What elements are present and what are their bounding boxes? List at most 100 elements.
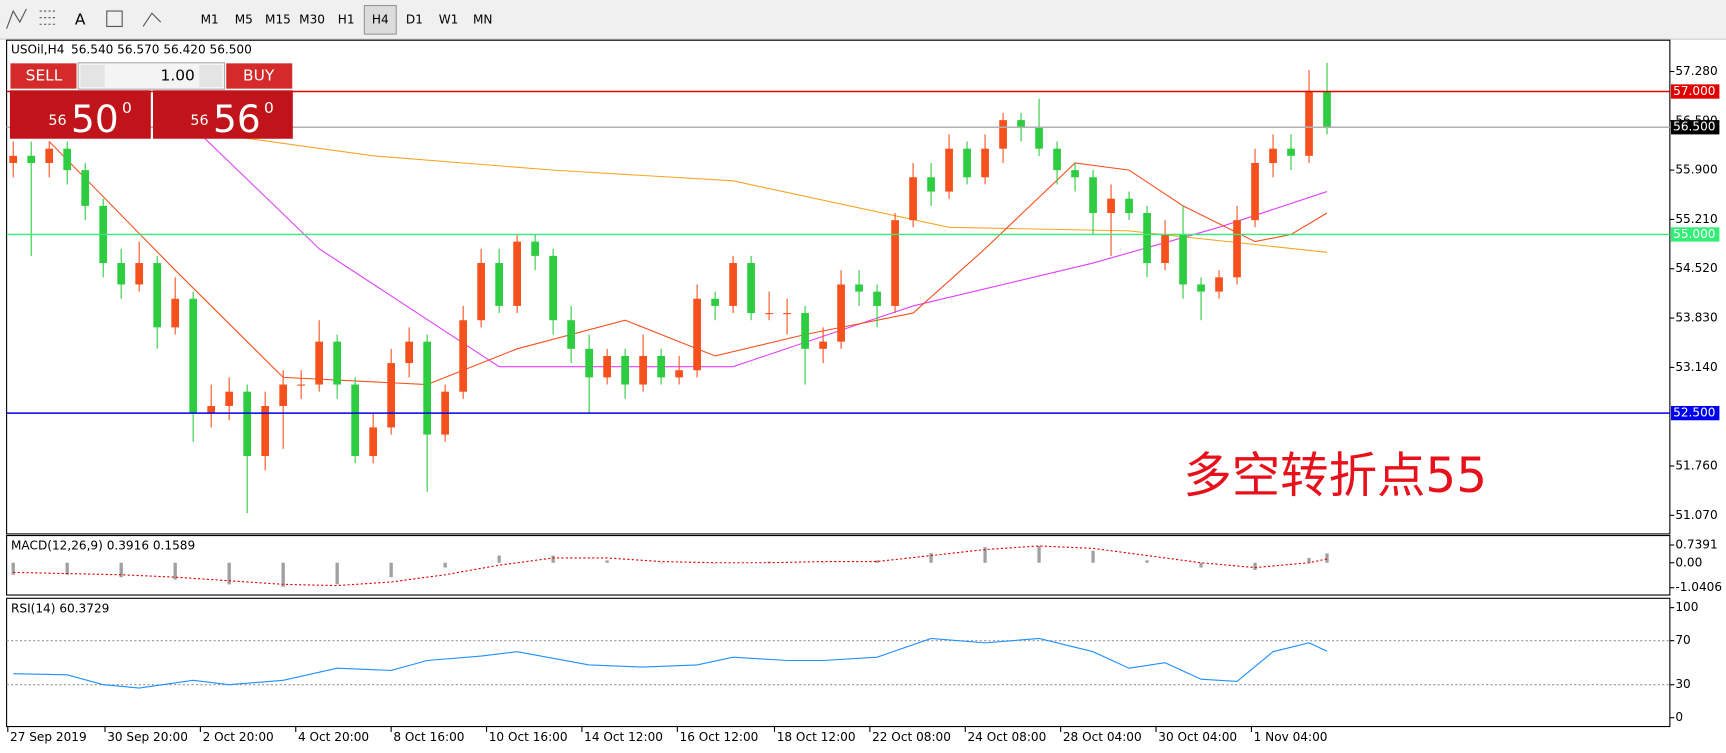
volume-down[interactable]	[80, 64, 105, 87]
candle-body	[585, 348, 593, 378]
buy-button[interactable]	[225, 62, 294, 90]
candle-body	[135, 263, 144, 285]
volume-up[interactable]	[199, 64, 223, 87]
candle-body	[1305, 91, 1313, 156]
price-main: 56	[213, 97, 261, 141]
y-tick-label: 30	[1675, 677, 1690, 691]
buy-price[interactable]: 56 56 0	[190, 97, 273, 141]
price-level-label: 52.500	[1673, 406, 1715, 420]
tool-icon[interactable]	[106, 10, 123, 28]
candle-body	[1089, 177, 1097, 214]
sell-button[interactable]	[9, 62, 78, 90]
candle-body	[369, 427, 378, 457]
candle-body	[765, 313, 773, 315]
macd-bar	[443, 562, 447, 568]
buy-price-box[interactable]	[153, 90, 293, 139]
main-frame	[6, 39, 1671, 535]
timeframe-button[interactable]: M1	[201, 12, 219, 26]
y-tick-label: 57.280	[1675, 64, 1717, 78]
candle-body	[927, 177, 935, 192]
timeframe-button[interactable]: D1	[406, 12, 423, 26]
candle-body	[189, 298, 198, 414]
tool-icon[interactable]	[6, 8, 27, 29]
timeframe-active	[363, 4, 397, 35]
candle-body	[315, 341, 324, 385]
annotation: 多空转折点55	[1183, 448, 1487, 504]
candle-body	[621, 355, 629, 385]
timeframe-button[interactable]: H4	[372, 12, 389, 26]
macd-bar	[929, 553, 933, 563]
sell-label[interactable]: SELL	[26, 66, 63, 84]
macd-bar	[335, 562, 339, 585]
timeframe-button[interactable]: W1	[439, 12, 459, 26]
candle-body	[1143, 213, 1151, 264]
macd-bar	[1145, 560, 1149, 563]
timeframe-button[interactable]: M15	[265, 12, 291, 26]
x-tick-label: 22 Oct 08:00	[872, 730, 951, 744]
candle-body	[477, 263, 485, 321]
timeframe-button[interactable]: MN	[473, 12, 492, 26]
timeframe-button[interactable]: M30	[299, 12, 325, 26]
price-level-label: 57.000	[1673, 84, 1715, 98]
candle-body	[675, 370, 683, 378]
candle-body	[891, 220, 899, 306]
toolbar	[0, 0, 1726, 40]
x-tick-label: 30 Sep 20:00	[107, 730, 188, 744]
price-main: 50	[71, 97, 119, 141]
candle-body	[1251, 162, 1259, 221]
candle-body	[1269, 148, 1277, 163]
sell-price[interactable]: 56 50 0	[48, 97, 131, 141]
candle-body	[549, 255, 557, 321]
candle-body	[801, 313, 809, 349]
macd-bar	[119, 562, 123, 578]
candle-body	[963, 148, 971, 178]
x-tick-label: 30 Oct 04:00	[1158, 730, 1237, 744]
candle-body	[819, 341, 827, 349]
candle-body	[603, 355, 611, 378]
candle-body	[297, 384, 306, 386]
candle-body	[153, 263, 162, 328]
macd-bar	[1091, 550, 1095, 563]
timeframes: M1 M5 M15 M30 H1 H4 D1 W1 MN	[201, 4, 492, 35]
y-tick-label: 0.7391	[1675, 538, 1717, 552]
candle-body	[45, 148, 54, 163]
price-level-box	[1670, 227, 1720, 242]
x-tick-label: 28 Oct 04:00	[1063, 730, 1142, 744]
buy-label[interactable]: BUY	[243, 66, 275, 84]
candle-body	[837, 284, 845, 342]
candle-body	[693, 298, 701, 371]
macd-bar	[713, 562, 717, 564]
candle-body	[981, 148, 989, 178]
y-tick-label: 54.520	[1675, 261, 1717, 275]
x-tick-label: 1 Nov 04:00	[1254, 730, 1328, 744]
candle-body	[783, 313, 791, 315]
candle-body	[729, 263, 737, 306]
moving-average	[192, 126, 1328, 368]
macd-bar	[497, 555, 501, 563]
candle-body	[171, 298, 180, 328]
timeframe-button[interactable]: H1	[338, 12, 355, 26]
volume-value[interactable]: 1.00	[161, 66, 195, 84]
candle-body	[279, 384, 288, 406]
tool-icon[interactable]: A	[75, 10, 86, 28]
y-tick-label: 53.140	[1675, 360, 1717, 374]
macd-bar	[605, 560, 609, 563]
x-tick-label: 4 Oct 20:00	[298, 730, 369, 744]
candle-body	[423, 341, 432, 435]
price-big: 56	[190, 113, 208, 129]
tool-icon[interactable]	[39, 10, 58, 25]
sell-price-box[interactable]	[9, 90, 151, 139]
candle-body	[1125, 198, 1133, 214]
timeframe-button[interactable]: M5	[235, 12, 253, 26]
moving-average	[193, 130, 1328, 253]
tool-icon[interactable]	[142, 12, 162, 27]
y-tick-label: 51.070	[1675, 508, 1717, 522]
y-tick-label: -1.0406	[1675, 580, 1722, 594]
candle-body	[1233, 220, 1241, 278]
macd-bar	[875, 560, 879, 563]
candle-body	[81, 170, 90, 206]
candle-body	[657, 355, 665, 378]
macd-bar	[389, 562, 393, 578]
rsi-frame	[6, 597, 1671, 728]
symbol-name: USOil,H4	[11, 42, 65, 56]
